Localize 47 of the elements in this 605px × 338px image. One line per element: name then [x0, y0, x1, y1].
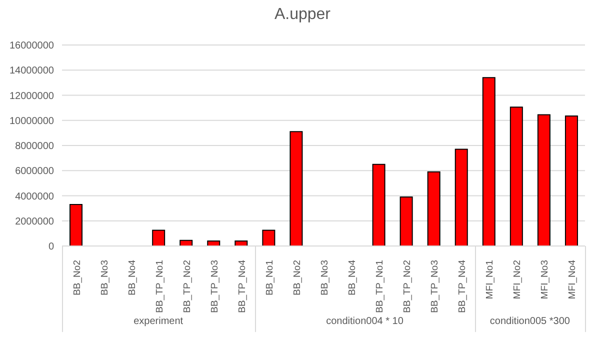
x-tick-label: BB_TP_No2 — [402, 260, 414, 313]
bar — [427, 171, 440, 246]
bar — [234, 240, 248, 246]
y-tick-label: 0 — [48, 242, 54, 253]
bar — [207, 240, 220, 246]
text: condition005 *300 — [488, 316, 571, 327]
bar — [262, 230, 276, 246]
x-tick-label: BB_No4 — [347, 260, 358, 296]
x-tick-label: BB_No3 — [320, 260, 330, 296]
y-tick-label: 16000000 — [10, 40, 54, 52]
y-tick-label: 8000000 — [15, 141, 54, 152]
x-tick-label: MFI_No3 — [540, 260, 551, 300]
chart-title: A.upper — [273, 6, 332, 24]
x-tick-label: BB_TP_No3 — [209, 260, 220, 313]
y-tick-label: 4000000 — [15, 191, 54, 202]
x-tick-label: MFI_No4 — [567, 260, 578, 300]
x-tick-label: BB_TP_No4 — [457, 260, 468, 313]
bar — [180, 240, 193, 246]
bar — [152, 230, 166, 246]
y-tick-label: 2000000 — [15, 216, 54, 228]
y-tick-label: 10000000 — [10, 116, 54, 127]
bar — [290, 131, 303, 246]
bar — [454, 148, 468, 246]
bar — [537, 114, 550, 246]
x-tick-label: BB_TP_No1 — [374, 260, 386, 313]
x-tick-label: MFI_No2 — [512, 260, 524, 300]
bar — [70, 204, 82, 246]
text: condition004 * 10 — [325, 316, 404, 327]
bar — [372, 164, 386, 246]
x-tick-label: BB_TP_No3 — [430, 260, 441, 313]
bar — [510, 106, 523, 246]
bar — [482, 77, 496, 246]
x-tick-label: BB_TP_No4 — [236, 260, 248, 313]
bar — [564, 115, 578, 246]
x-tick-label: BB_No3 — [99, 260, 110, 296]
x-tick-label: BB_No2 — [292, 260, 303, 296]
y-tick-label: 6000000 — [15, 166, 54, 178]
x-tick-label: BB_TP_No2 — [182, 260, 193, 313]
x-tick-label: BB_No2 — [72, 260, 83, 296]
x-tick-label: BB_No4 — [126, 260, 138, 296]
y-tick-label: 14000000 — [10, 66, 54, 77]
x-tick-label: BB_TP_No1 — [154, 260, 166, 313]
text: experiment — [132, 316, 184, 327]
x-tick-label: MFI_No1 — [484, 260, 496, 300]
bar — [400, 196, 413, 246]
x-tick-label: BB_No1 — [264, 260, 276, 296]
y-tick-label: 12000000 — [10, 90, 54, 102]
